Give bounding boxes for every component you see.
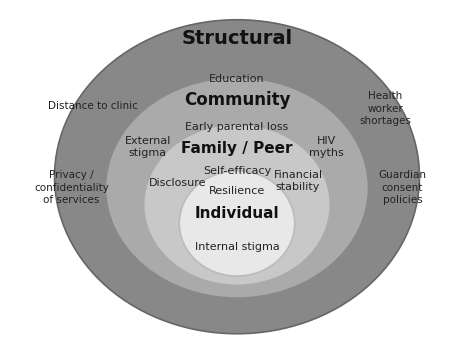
Text: Family / Peer: Family / Peer <box>181 141 293 156</box>
Text: Self-efficacy: Self-efficacy <box>203 166 271 176</box>
Text: Individual: Individual <box>195 206 279 221</box>
Text: Education: Education <box>209 74 265 84</box>
Text: Structural: Structural <box>182 29 292 48</box>
Ellipse shape <box>179 171 295 276</box>
Text: Disclosure: Disclosure <box>149 178 206 188</box>
Text: Distance to clinic: Distance to clinic <box>48 101 137 111</box>
Text: Privacy /
confidentiality
of services: Privacy / confidentiality of services <box>34 170 109 205</box>
Text: HIV
myths: HIV myths <box>309 136 344 158</box>
Text: Community: Community <box>184 91 290 109</box>
Ellipse shape <box>55 20 419 334</box>
Ellipse shape <box>144 124 330 285</box>
Ellipse shape <box>106 78 368 298</box>
Text: Resilience: Resilience <box>209 186 265 196</box>
Text: Guardian
consent
policies: Guardian consent policies <box>378 170 427 205</box>
Text: Financial
stability: Financial stability <box>273 170 323 192</box>
Text: External
stigma: External stigma <box>125 136 171 158</box>
Text: Internal stigma: Internal stigma <box>195 242 279 252</box>
Text: Health
worker
shortages: Health worker shortages <box>360 91 411 126</box>
Text: Early parental loss: Early parental loss <box>185 122 289 132</box>
